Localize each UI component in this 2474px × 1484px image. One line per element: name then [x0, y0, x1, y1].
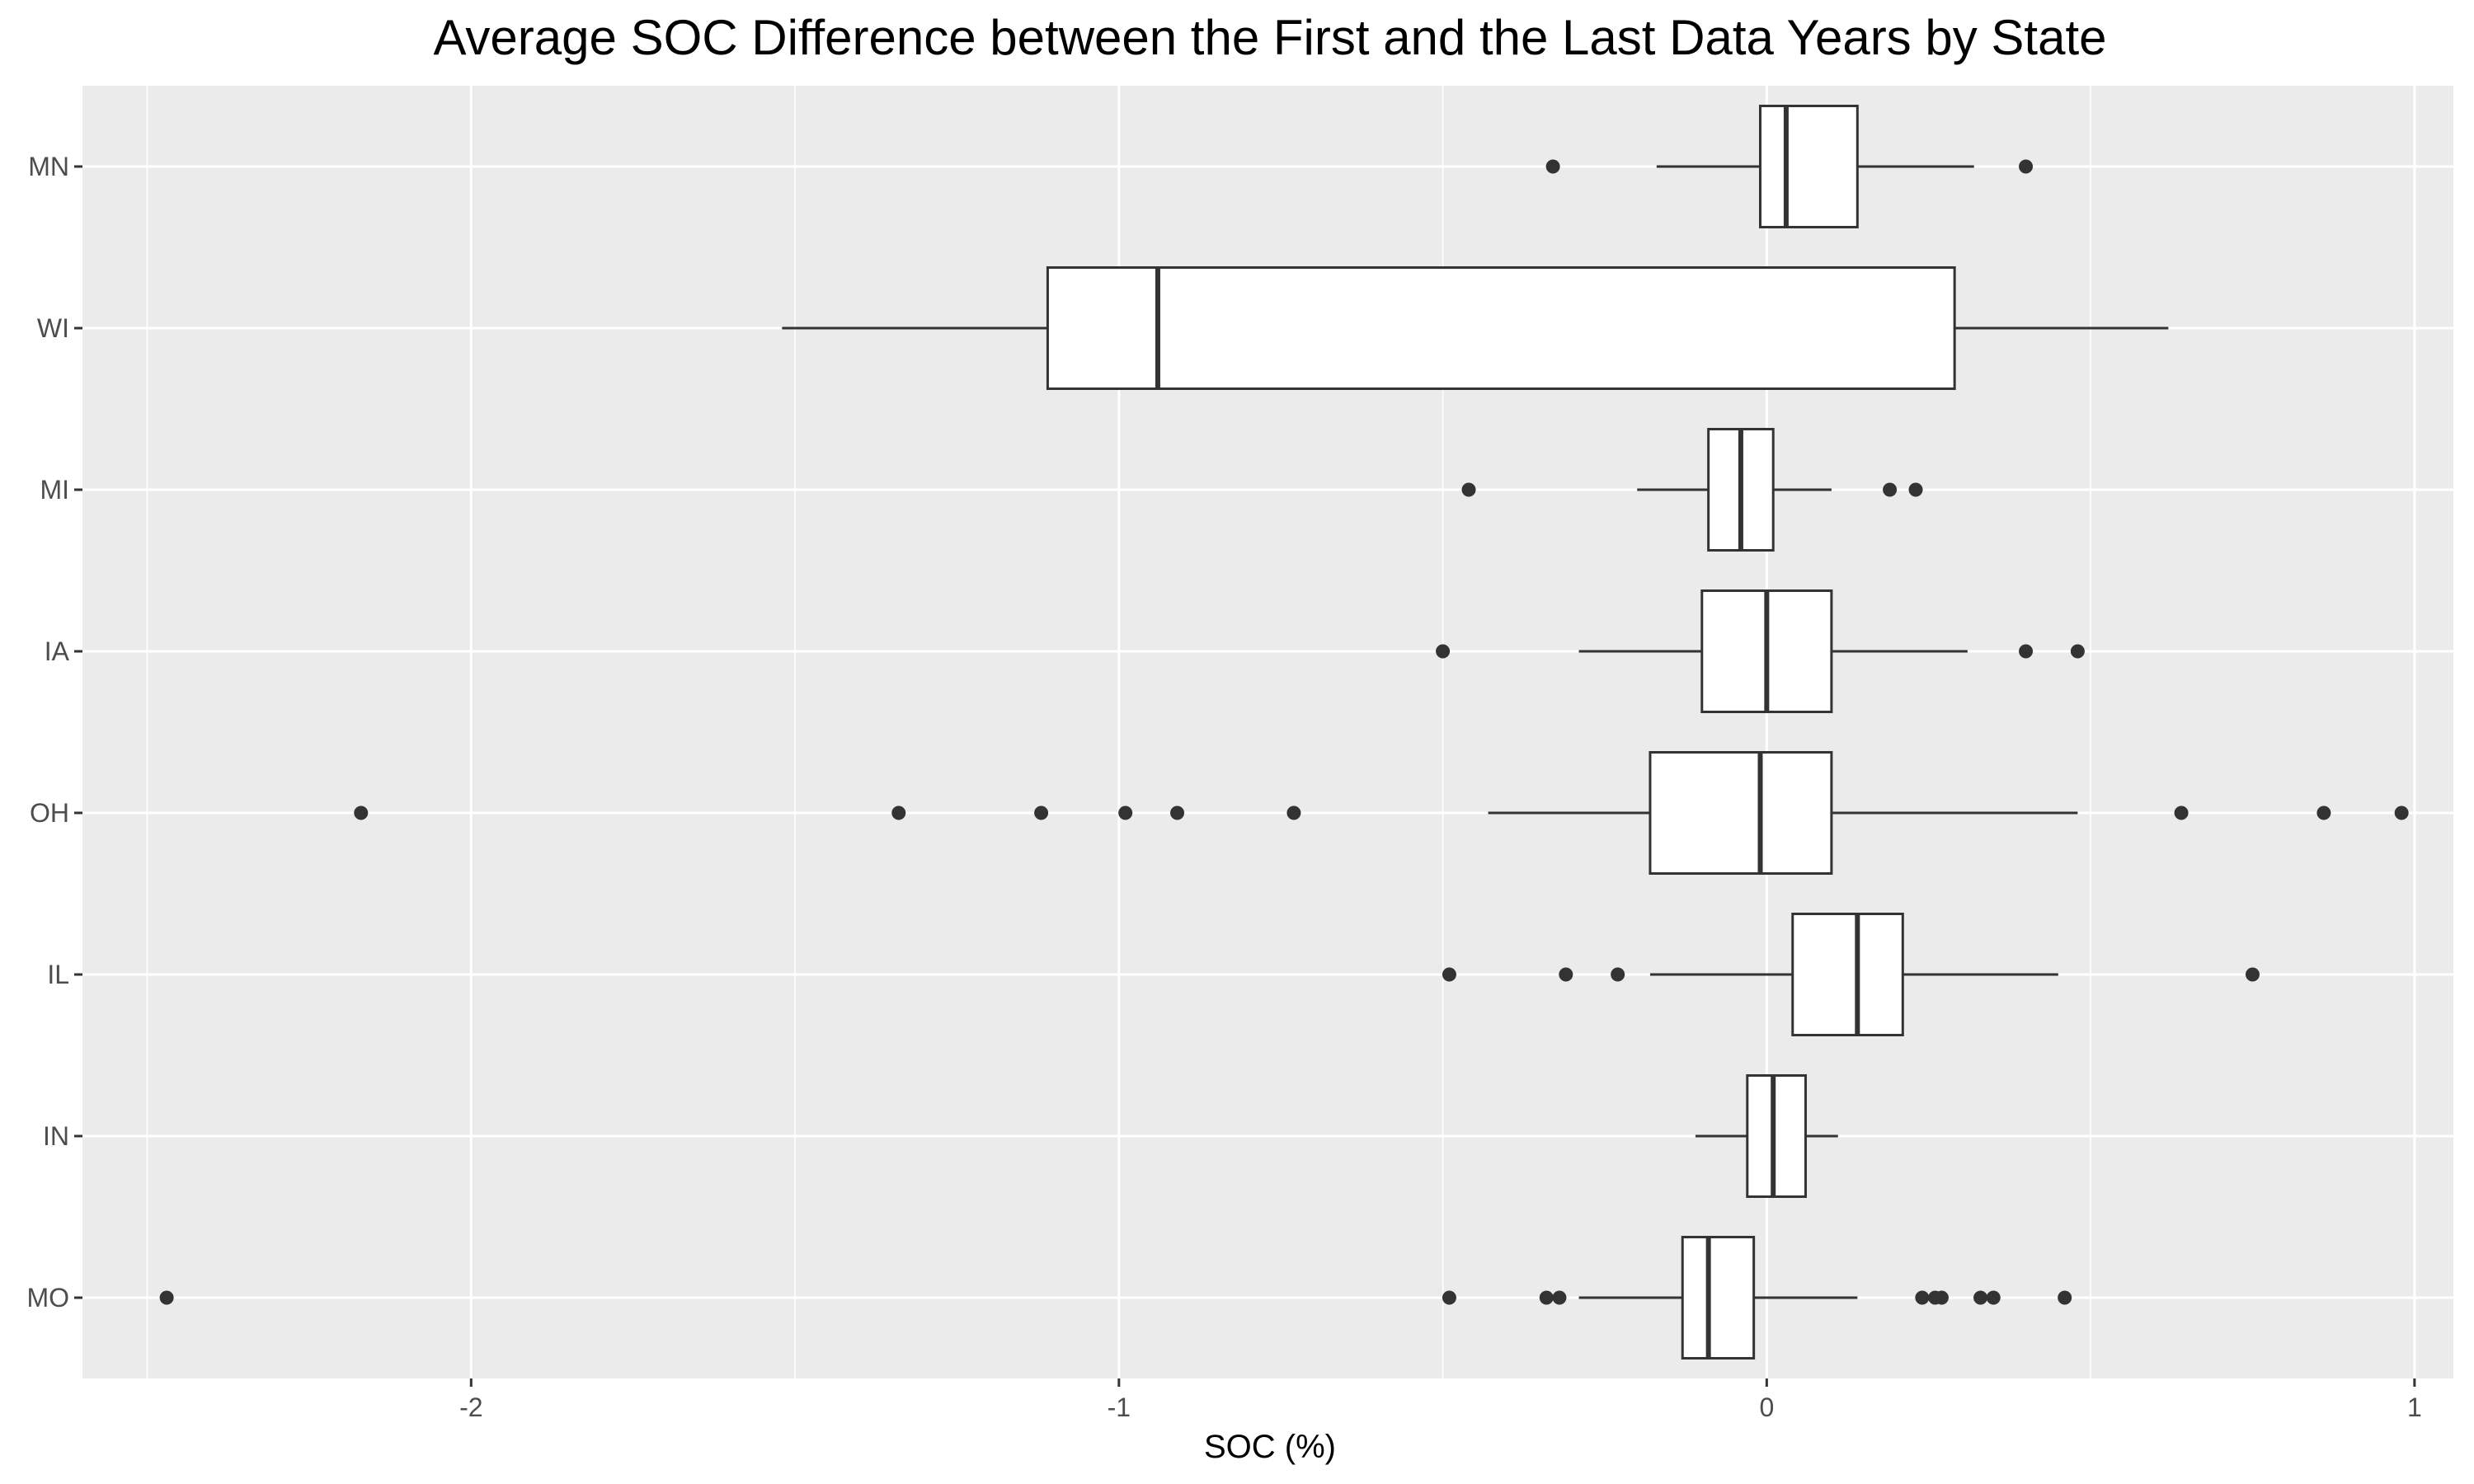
outlier-point [2245, 967, 2260, 982]
box-group [782, 266, 2169, 390]
y-tick-label: MN [28, 152, 69, 181]
outlier-point [159, 1290, 174, 1305]
box [1681, 1236, 1756, 1360]
outlier-point [1118, 805, 1133, 820]
y-tick-label: MI [40, 475, 69, 505]
outlier-point [1915, 1290, 1930, 1305]
outlier-point [1934, 1290, 1949, 1305]
outlier-point [1883, 482, 1898, 497]
x-tick-label: 0 [1759, 1392, 1774, 1422]
outlier-point [2019, 159, 2034, 174]
outlier-point [2316, 805, 2331, 820]
outlier-point [891, 805, 906, 820]
outlier-point [2058, 1290, 2072, 1305]
box-group [159, 1236, 2072, 1360]
y-tick-label: WI [37, 313, 69, 343]
outlier-point [1559, 967, 1573, 982]
outlier-point [2174, 805, 2189, 820]
x-axis-label: SOC (%) [1204, 1429, 1336, 1465]
chart-title: Average SOC Difference between the First… [434, 10, 2107, 65]
outlier-point [1436, 644, 1451, 659]
x-axis: -2 -1 0 1 [459, 1378, 2422, 1422]
outlier-point [1973, 1290, 1988, 1305]
outlier-point [1034, 805, 1049, 820]
box [1046, 266, 1956, 390]
boxes-layer [159, 105, 2409, 1360]
outlier-point [2019, 644, 2034, 659]
box [1649, 751, 1833, 875]
x-tick-label: -1 [1108, 1392, 1131, 1422]
box-group [1695, 1074, 1838, 1198]
y-tick-label: IL [47, 960, 69, 989]
box-group [1461, 428, 1923, 552]
outlier-point [1552, 1290, 1567, 1305]
x-tick-label: 1 [2407, 1392, 2422, 1422]
box [1791, 913, 1904, 1036]
y-tick-label: OH [30, 798, 69, 828]
outlier-point [1908, 482, 1923, 497]
y-axis: MN WI MI IA OH IL IN MO [26, 152, 82, 1313]
outlier-point [1986, 1290, 2001, 1305]
box-group [1545, 105, 2034, 228]
outlier-point [1539, 1290, 1554, 1305]
outlier-point [1286, 805, 1301, 820]
y-tick-label: MO [26, 1283, 69, 1313]
box-group [1442, 913, 2260, 1036]
outlier-point [1442, 1290, 1456, 1305]
outlier-point [1442, 967, 1456, 982]
outlier-point [2394, 805, 2409, 820]
outlier-point [2070, 644, 2085, 659]
box-group [354, 751, 2409, 875]
outlier-point [354, 805, 369, 820]
outlier-point [1170, 805, 1185, 820]
box [1758, 105, 1859, 228]
outlier-point [1545, 159, 1560, 174]
x-tick-label: -2 [459, 1392, 482, 1422]
y-tick-label: IN [43, 1121, 69, 1151]
box [1746, 1074, 1807, 1198]
outlier-point [1461, 482, 1476, 497]
outlier-point [1611, 967, 1625, 982]
y-tick-label: IA [45, 636, 70, 666]
box-group [1436, 589, 2085, 713]
